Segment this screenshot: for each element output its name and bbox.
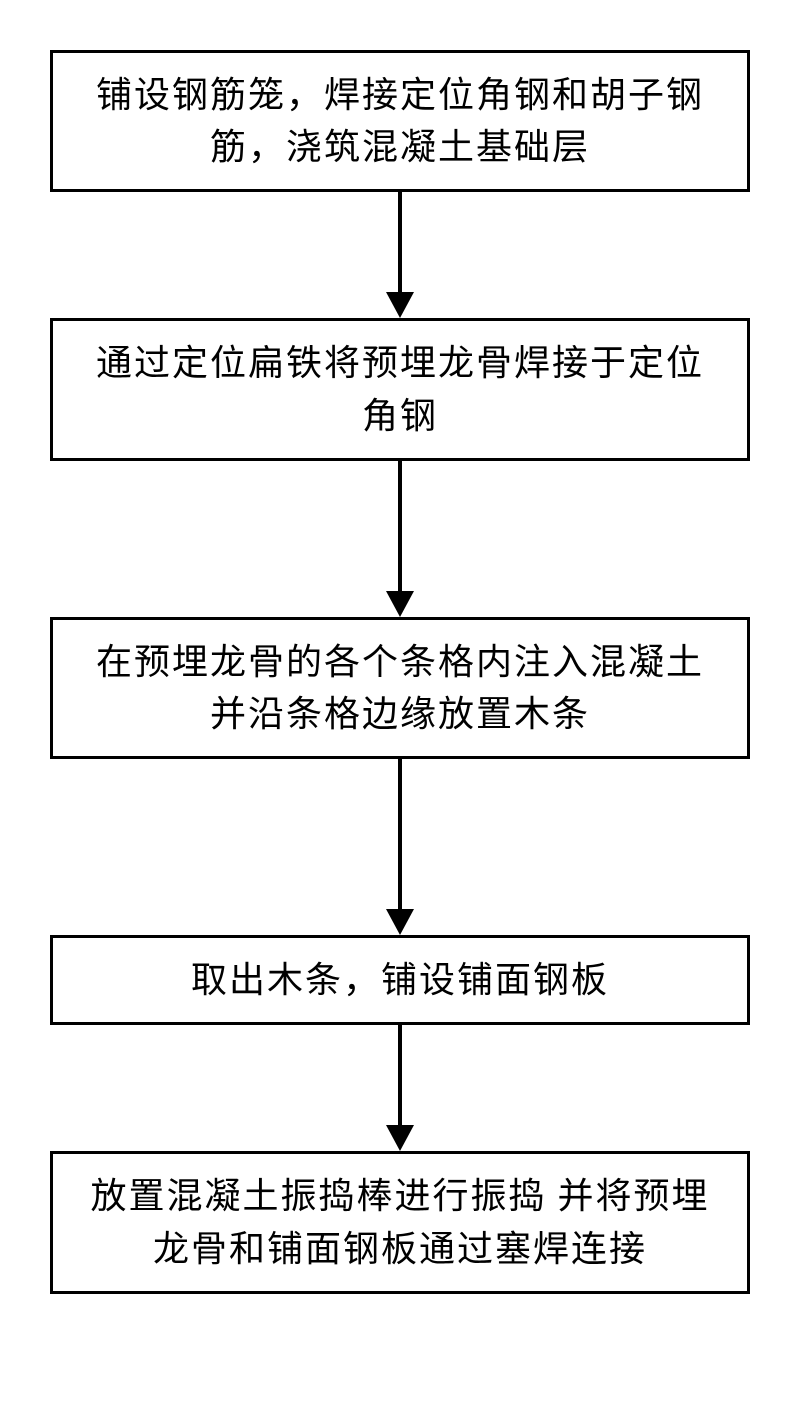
flow-step-5: 放置混凝土振捣棒进行振捣 并将预埋龙骨和铺面钢板通过塞焊连接 xyxy=(50,1151,750,1293)
flow-step-4: 取出木条，铺设铺面钢板 xyxy=(50,935,750,1025)
flow-step-1-text: 铺设钢筋笼，焊接定位角钢和胡子钢筋，浇筑混凝土基础层 xyxy=(96,75,704,167)
flow-step-2-text: 通过定位扁铁将预埋龙骨焊接于定位角钢 xyxy=(96,343,704,435)
arrow-line xyxy=(398,461,402,591)
chevron-down-icon xyxy=(386,591,414,617)
flow-step-3-text: 在预埋龙骨的各个条格内注入混凝土并沿条格边缘放置木条 xyxy=(96,642,704,734)
flow-arrow-3 xyxy=(386,759,414,935)
chevron-down-icon xyxy=(386,292,414,318)
arrow-line xyxy=(398,1025,402,1125)
arrow-line xyxy=(398,192,402,292)
arrow-line xyxy=(398,759,402,909)
flow-step-1: 铺设钢筋笼，焊接定位角钢和胡子钢筋，浇筑混凝土基础层 xyxy=(50,50,750,192)
chevron-down-icon xyxy=(386,909,414,935)
flow-arrow-1 xyxy=(386,192,414,318)
flow-step-3: 在预埋龙骨的各个条格内注入混凝土并沿条格边缘放置木条 xyxy=(50,617,750,759)
flow-step-2: 通过定位扁铁将预埋龙骨焊接于定位角钢 xyxy=(50,318,750,460)
flow-arrow-4 xyxy=(386,1025,414,1151)
flow-step-5-text: 放置混凝土振捣棒进行振捣 并将预埋龙骨和铺面钢板通过塞焊连接 xyxy=(90,1176,709,1268)
flow-arrow-2 xyxy=(386,461,414,617)
chevron-down-icon xyxy=(386,1125,414,1151)
flow-step-4-text: 取出木条，铺设铺面钢板 xyxy=(191,960,609,1000)
